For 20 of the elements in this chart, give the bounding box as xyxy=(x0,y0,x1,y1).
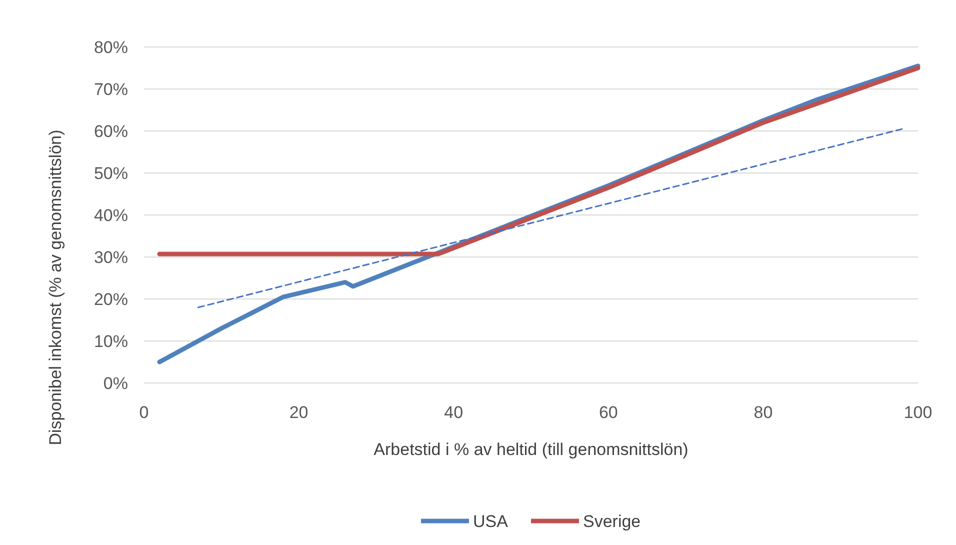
x-tick-label: 0 xyxy=(139,403,149,422)
y-tick-label: 50% xyxy=(94,164,128,183)
x-tick-label: 80 xyxy=(754,403,773,422)
legend-label: Sverige xyxy=(583,512,641,531)
y-axis-title: Disponibel inkomst (% av genomsnittslön) xyxy=(46,130,65,446)
line-series xyxy=(157,66,920,256)
x-tick-label: 100 xyxy=(904,403,932,422)
legend-label: USA xyxy=(473,512,509,531)
y-tick-label: 40% xyxy=(94,206,128,225)
x-axis-title: Arbetstid i % av heltid (till genomsnittslön) xyxy=(374,440,688,459)
y-tick-label: 60% xyxy=(94,122,128,141)
y-tick-label: 80% xyxy=(94,38,128,57)
x-tick-label: 20 xyxy=(289,403,308,422)
x-tick-label: 60 xyxy=(598,403,618,422)
x-tick-label: 40 xyxy=(444,403,464,422)
y-tick-label: 10% xyxy=(94,332,128,351)
y-tick-label: 70% xyxy=(94,80,128,99)
y-tick-label: 30% xyxy=(94,248,128,267)
y-tick-label: 0% xyxy=(103,374,128,393)
y-tick-label: 20% xyxy=(94,290,128,309)
